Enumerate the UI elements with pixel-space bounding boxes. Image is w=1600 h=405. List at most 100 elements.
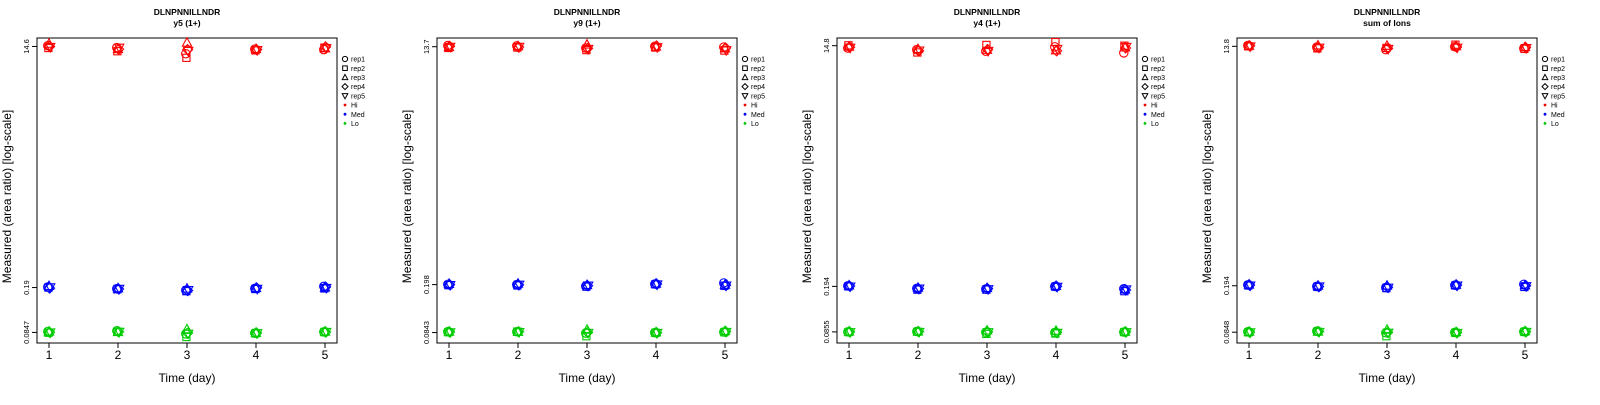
plot-frame bbox=[36, 37, 338, 344]
data-point-lo bbox=[1382, 328, 1394, 339]
data-point-hi bbox=[651, 43, 663, 54]
data-point-lo bbox=[44, 328, 56, 339]
y-tick-label: 0.0847 bbox=[22, 321, 31, 344]
x-axis-label: Time (day) bbox=[559, 371, 616, 385]
data-point-med bbox=[1120, 285, 1132, 296]
data-point-lo bbox=[1313, 327, 1325, 338]
legend-marker-rep2 bbox=[1542, 65, 1548, 72]
y-tick-label: 0.0848 bbox=[1222, 321, 1231, 344]
legend-label: Lo bbox=[1551, 121, 1559, 128]
legend-label: Lo bbox=[351, 121, 359, 128]
data-point-lo bbox=[582, 332, 591, 341]
legend-label: rep2 bbox=[1151, 66, 1165, 73]
data-point-hi bbox=[182, 53, 191, 62]
data-point-lo bbox=[251, 329, 263, 340]
data-point-med bbox=[720, 281, 732, 292]
chart-subtitle: y9 (1+) bbox=[573, 18, 600, 28]
legend-label: Hi bbox=[1151, 103, 1158, 110]
data-point-lo bbox=[913, 327, 925, 338]
legend-label: Med bbox=[751, 112, 765, 119]
legend-marker-rep5 bbox=[1541, 93, 1549, 100]
data-point-med bbox=[982, 285, 994, 296]
data-point-hi bbox=[44, 42, 56, 53]
x-axis-label: Time (day) bbox=[959, 371, 1016, 385]
data-point-lo bbox=[1120, 328, 1132, 339]
data-point-hi bbox=[720, 46, 732, 57]
legend-label: rep1 bbox=[1151, 57, 1165, 64]
legend-marker-rep5 bbox=[1141, 93, 1149, 100]
data-point-lo bbox=[113, 327, 125, 338]
y-tick-label: 13.7 bbox=[422, 39, 431, 54]
y-tick-label: 0.194 bbox=[822, 277, 831, 296]
chart-subtitle: y4 (1+) bbox=[973, 18, 1000, 28]
data-point-med bbox=[844, 282, 856, 293]
legend-label: rep4 bbox=[1151, 84, 1165, 91]
chart-title: DLNPNNILLNDR bbox=[1354, 7, 1421, 17]
legend-marker-med bbox=[1543, 112, 1547, 116]
data-point-lo bbox=[582, 328, 594, 339]
data-point-lo bbox=[982, 328, 994, 339]
data-point-med bbox=[1451, 281, 1463, 292]
data-point-med bbox=[1520, 282, 1532, 293]
legend-marker-med bbox=[343, 112, 347, 116]
legend-label: Lo bbox=[751, 121, 759, 128]
chart-subtitle: sum of Ions bbox=[1363, 18, 1411, 28]
data-point-hi bbox=[1051, 44, 1063, 55]
data-point-hi bbox=[1119, 48, 1129, 58]
data-point-lo bbox=[320, 327, 332, 338]
legend-label: rep4 bbox=[751, 84, 765, 91]
legend-marker-med bbox=[1143, 112, 1147, 116]
data-point-hi bbox=[844, 43, 856, 54]
legend-marker-lo bbox=[343, 122, 347, 125]
legend-marker-med bbox=[743, 112, 747, 116]
chart-subtitle: y5 (1+) bbox=[173, 18, 200, 28]
legend-label: rep3 bbox=[1151, 75, 1165, 82]
data-point-hi bbox=[1119, 41, 1131, 52]
data-point-lo bbox=[513, 327, 525, 339]
legend-marker-hi bbox=[1543, 103, 1547, 107]
y-tick-label: 0.194 bbox=[1222, 276, 1231, 295]
legend-marker-lo bbox=[1143, 122, 1147, 125]
x-tick-label: 1 bbox=[1246, 348, 1253, 362]
data-point-hi bbox=[581, 38, 593, 49]
y-tick-label: 0.0855 bbox=[822, 320, 831, 343]
legend-marker-rep1 bbox=[341, 55, 349, 63]
data-point-lo bbox=[651, 328, 663, 339]
legend-marker-rep3 bbox=[1141, 73, 1149, 81]
data-point-hi bbox=[181, 36, 193, 47]
y-tick-label: 14.6 bbox=[22, 39, 31, 54]
legend-marker-rep3 bbox=[341, 73, 349, 81]
data-point-lo bbox=[844, 328, 856, 339]
data-point-hi bbox=[1050, 44, 1062, 55]
data-point-med bbox=[513, 280, 525, 291]
legend-marker-rep2 bbox=[1142, 65, 1148, 72]
legend-label: rep3 bbox=[1551, 75, 1565, 82]
plot-frame bbox=[836, 37, 1138, 344]
data-point-hi bbox=[444, 42, 456, 53]
x-tick-label: 4 bbox=[1053, 348, 1060, 362]
data-point-hi bbox=[320, 44, 332, 55]
x-tick-label: 2 bbox=[515, 348, 522, 362]
chart-title: DLNPNNILLNDR bbox=[154, 7, 221, 17]
data-point-hi bbox=[913, 46, 925, 57]
legend-marker-rep4 bbox=[1141, 82, 1149, 91]
x-tick-label: 3 bbox=[584, 348, 591, 362]
x-tick-label: 3 bbox=[984, 348, 991, 362]
legend-label: rep2 bbox=[351, 66, 365, 73]
x-axis-label: Time (day) bbox=[1359, 371, 1416, 385]
legend-label: rep4 bbox=[1551, 84, 1565, 91]
data-point-lo bbox=[1451, 328, 1463, 339]
legend-label: Med bbox=[1551, 112, 1565, 119]
legend-label: Med bbox=[351, 112, 365, 119]
y-axis-label: Measured (area ratio) [log-scale] bbox=[1200, 110, 1214, 283]
x-tick-label: 5 bbox=[722, 348, 729, 362]
data-point-hi bbox=[513, 42, 525, 53]
legend-label: rep3 bbox=[751, 75, 765, 82]
y-axis-label: Measured (area ratio) [log-scale] bbox=[400, 110, 414, 283]
data-point-med bbox=[1313, 282, 1325, 293]
data-point-lo bbox=[1051, 328, 1063, 339]
